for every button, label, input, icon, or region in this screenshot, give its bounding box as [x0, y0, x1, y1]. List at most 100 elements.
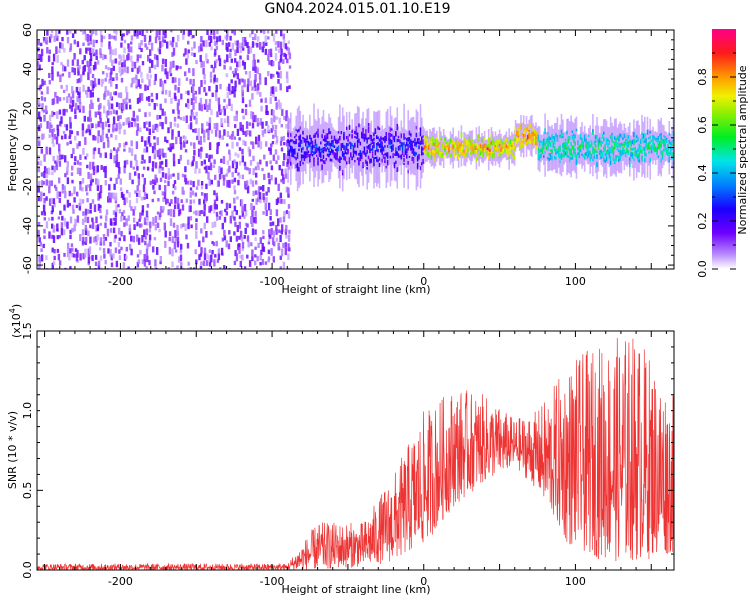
heat-cell [238, 215, 242, 220]
heat-cell [233, 189, 237, 195]
heat-cell [231, 42, 234, 51]
heat-cell [264, 77, 267, 86]
heat-cell [300, 157, 303, 162]
heat-cell [182, 53, 186, 57]
heat-cell [117, 204, 120, 208]
heat-cell [280, 48, 283, 56]
heat-cell [206, 121, 209, 127]
heat-cell [262, 230, 265, 235]
heat-cell [373, 157, 375, 162]
heat-cell [430, 147, 433, 152]
heat-cell [637, 137, 639, 142]
heat-cell [61, 184, 65, 190]
heat-cell [71, 204, 75, 210]
heat-cell [118, 61, 121, 66]
heat-cell [97, 60, 100, 65]
heat-cell [407, 145, 409, 151]
heat-cell [558, 153, 560, 157]
heat-cell [58, 143, 61, 152]
heat-cell [607, 143, 609, 148]
heat-cell [321, 148, 323, 153]
heat-cell [521, 122, 524, 153]
heat-cell [275, 237, 279, 242]
heat-cell [367, 144, 370, 150]
heat-cell [151, 30, 154, 32]
heat-cell [259, 197, 262, 204]
heat-cell [199, 136, 202, 142]
heat-cell [348, 111, 351, 179]
heat-cell [50, 180, 53, 187]
heat-cell [429, 138, 431, 144]
heat-cell [421, 146, 423, 152]
heat-cell [76, 143, 79, 149]
heat-cell [645, 144, 647, 147]
heat-cell [351, 129, 353, 134]
heat-cell [193, 142, 196, 149]
heat-cell [429, 151, 431, 156]
heat-cell [508, 147, 510, 151]
heat-cell [388, 132, 390, 136]
heat-cell [298, 135, 300, 141]
heat-cell [53, 249, 56, 254]
heat-cell [210, 64, 213, 69]
heat-cell [322, 129, 325, 134]
heat-cell [91, 255, 94, 261]
heat-cell [356, 132, 359, 137]
heat-cell [159, 212, 162, 218]
heat-cell [149, 221, 152, 229]
heat-cell [66, 142, 69, 146]
heat-cell [63, 108, 66, 116]
heat-cell [249, 160, 253, 166]
heat-cell [179, 117, 183, 121]
heat-cell [175, 42, 178, 48]
heat-cell [216, 122, 219, 131]
heat-cell [285, 110, 288, 118]
heat-cell [125, 159, 129, 165]
heat-cell [408, 155, 411, 158]
heat-cell [141, 61, 145, 66]
heat-cell [163, 192, 167, 199]
heat-cell [48, 72, 51, 78]
heat-cell [581, 140, 583, 145]
heat-cell [287, 193, 290, 198]
heat-cell [246, 254, 249, 259]
heat-cell [544, 151, 546, 154]
heat-cell [531, 135, 533, 139]
heat-cell [125, 218, 128, 226]
heat-cell [279, 41, 283, 50]
heat-cell [663, 141, 665, 145]
heat-cell [354, 160, 356, 163]
heat-cell [195, 218, 198, 223]
heat-cell [511, 145, 513, 148]
heat-cell [470, 153, 472, 156]
heat-cell [219, 266, 222, 269]
heat-cell [120, 108, 124, 114]
heat-cell [330, 123, 333, 172]
heat-cell [294, 150, 296, 155]
heat-cell [66, 30, 69, 35]
heat-cell [176, 224, 179, 232]
heat-cell [181, 186, 184, 195]
heat-cell [104, 180, 107, 186]
heat-cell [99, 215, 103, 219]
heat-cell [282, 216, 286, 223]
heat-cell [69, 129, 72, 137]
heat-cell [637, 120, 639, 173]
heat-cell [55, 30, 58, 38]
heat-cell [615, 144, 617, 147]
heat-cell [53, 35, 56, 42]
heat-cell [490, 141, 493, 144]
heat-cell [303, 158, 306, 162]
heat-cell [71, 227, 74, 233]
heat-cell [265, 121, 268, 126]
heat-cell [200, 60, 203, 68]
heat-cell [194, 96, 197, 104]
heat-cell [63, 229, 66, 235]
heat-cell [399, 140, 401, 144]
heat-cell [166, 41, 169, 49]
heat-cell [592, 114, 594, 177]
heat-cell [373, 137, 375, 141]
heat-cell [596, 117, 598, 180]
heat-cell [644, 158, 646, 162]
